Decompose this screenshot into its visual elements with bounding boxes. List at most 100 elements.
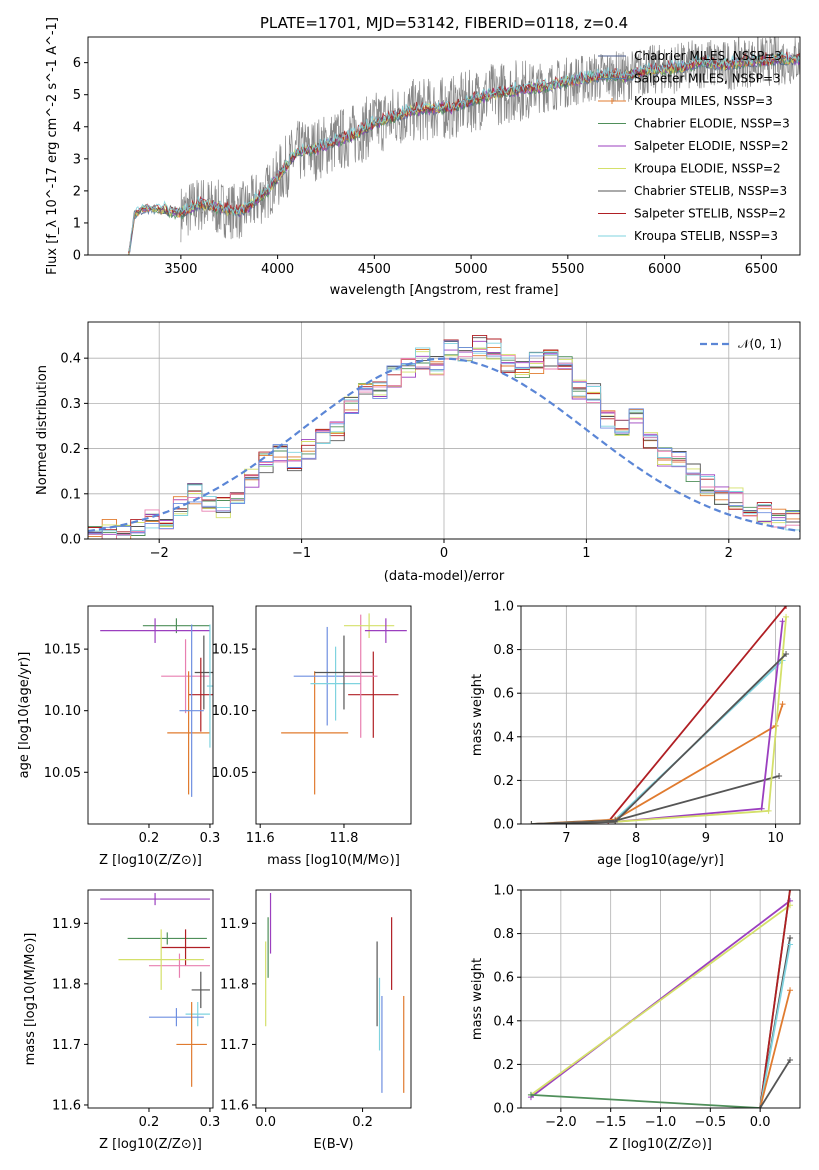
plot-area bbox=[265, 893, 405, 1093]
y-tick-label: 11.6 bbox=[220, 1098, 249, 1113]
data-point-marker bbox=[787, 890, 794, 893]
y-tick-label: 0.8 bbox=[493, 927, 514, 942]
y-tick-label: 0.2 bbox=[493, 1058, 514, 1073]
x-tick-label: −2.0 bbox=[545, 1115, 577, 1130]
x-tick-label: 0 bbox=[440, 546, 448, 561]
x-tick-label: 6500 bbox=[745, 262, 778, 277]
y-tick-label: 6 bbox=[73, 56, 81, 71]
plot-area bbox=[128, 37, 800, 255]
mass-weight-line bbox=[531, 616, 787, 824]
data-point-marker bbox=[787, 987, 794, 994]
histogram-step-line bbox=[88, 340, 800, 539]
x-tick-label: 0.3 bbox=[200, 1115, 221, 1130]
y-tick-label: 10.05 bbox=[212, 766, 249, 781]
x-tick-label: −2 bbox=[150, 546, 169, 561]
legend-label: Salpeter ELODIE, NSSP=2 bbox=[634, 139, 789, 153]
x-tick-label: 0.2 bbox=[139, 1115, 160, 1130]
legend-label: Salpeter STELIB, NSSP=2 bbox=[634, 207, 786, 221]
x-tick-label: 0.2 bbox=[139, 831, 160, 846]
model-spectrum-line bbox=[128, 59, 800, 255]
mass-weight-line bbox=[759, 944, 791, 1108]
x-tick-label: −0.5 bbox=[695, 1115, 727, 1130]
y-tick-label: 1.0 bbox=[493, 600, 514, 615]
x-tick-label: 8 bbox=[632, 831, 640, 846]
y-tick-label: 0.0 bbox=[493, 1102, 514, 1117]
y-tick-label: 0.1 bbox=[60, 487, 81, 502]
data-point-marker bbox=[779, 701, 786, 708]
x-tick-label: 1 bbox=[582, 546, 590, 561]
y-axis-label: mass [log10(M/M⊙)] bbox=[23, 933, 38, 1066]
x-tick-label: 5500 bbox=[551, 262, 584, 277]
y-tick-label: 1.0 bbox=[493, 884, 514, 899]
y-tick-label: 11.6 bbox=[52, 1098, 81, 1113]
axes-frame bbox=[255, 889, 412, 1109]
x-tick-label: −1 bbox=[292, 546, 311, 561]
axes-frame bbox=[87, 36, 801, 256]
y-axis-label: Flux [f_λ 10^-17 erg cm^-2 s^-1 A^-1] bbox=[45, 17, 60, 275]
x-axis-label: (data-model)/error bbox=[384, 569, 505, 584]
legend-label: Kroupa ELODIE, NSSP=2 bbox=[634, 162, 781, 176]
x-tick-label: 6000 bbox=[648, 262, 681, 277]
mass-weight-line bbox=[759, 890, 791, 1108]
y-tick-label: 11.9 bbox=[220, 917, 249, 932]
y-tick-label: 0.4 bbox=[493, 730, 514, 745]
model-spectrum-line bbox=[128, 51, 800, 252]
legend-label: Kroupa MILES, NSSP=3 bbox=[634, 94, 773, 108]
y-axis-label: mass weight bbox=[470, 958, 485, 1040]
y-tick-label: 5 bbox=[73, 88, 81, 103]
legend-label: Chabrier MILES, NSSP=3 bbox=[634, 49, 782, 63]
y-tick-label: 0.2 bbox=[60, 442, 81, 457]
x-tick-label: 0.3 bbox=[200, 831, 221, 846]
data-point-marker bbox=[787, 941, 794, 948]
y-tick-label: 0.0 bbox=[493, 818, 514, 833]
plot-area bbox=[100, 893, 210, 1087]
chart-title: PLATE=1701, MJD=53142, FIBERID=0118, z=0… bbox=[260, 14, 628, 32]
x-tick-label: 10 bbox=[767, 831, 784, 846]
data-point-marker bbox=[783, 613, 790, 620]
mass-weight-line bbox=[531, 606, 787, 824]
axes-frame bbox=[87, 889, 214, 1109]
plot-area bbox=[528, 606, 790, 824]
legend-label: 𝒩(0, 1) bbox=[738, 337, 782, 351]
mass-weight-line bbox=[759, 990, 791, 1108]
y-tick-label: 2 bbox=[73, 184, 81, 199]
y-tick-label: 0 bbox=[73, 249, 81, 264]
x-tick-label: 5000 bbox=[455, 262, 488, 277]
data-point-marker bbox=[757, 1105, 764, 1108]
x-tick-label: 0.0 bbox=[255, 1115, 276, 1130]
y-tick-label: 0.8 bbox=[493, 643, 514, 658]
mass-weight-line bbox=[531, 653, 787, 824]
y-axis-label: age [log10(age/yr)] bbox=[17, 652, 32, 779]
x-tick-label: 7 bbox=[562, 831, 570, 846]
y-tick-label: 10.15 bbox=[212, 643, 249, 658]
data-point-marker bbox=[528, 821, 535, 824]
legend-label: Chabrier ELODIE, NSSP=3 bbox=[634, 117, 790, 131]
y-tick-label: 10.10 bbox=[44, 704, 81, 719]
y-axis-label: mass weight bbox=[470, 674, 485, 756]
x-tick-label: 4500 bbox=[358, 262, 391, 277]
x-axis-label: age [log10(age/yr)] bbox=[597, 853, 724, 868]
x-tick-label: 11.8 bbox=[329, 831, 358, 846]
x-tick-label: 0.2 bbox=[352, 1115, 373, 1130]
mass-weight-line bbox=[759, 1059, 791, 1108]
x-axis-label: Z [log10(Z/Z⊙)] bbox=[99, 1137, 202, 1152]
x-axis-label: Z [log10(Z/Z⊙)] bbox=[609, 1137, 712, 1152]
data-point-marker bbox=[776, 773, 783, 780]
plot-area bbox=[100, 618, 213, 797]
y-tick-label: 10.05 bbox=[44, 766, 81, 781]
axes-frame bbox=[255, 605, 412, 825]
x-tick-label: −1.5 bbox=[595, 1115, 627, 1130]
axes-frame bbox=[87, 321, 801, 540]
x-tick-label: 9 bbox=[702, 831, 710, 846]
y-tick-label: 10.15 bbox=[44, 643, 81, 658]
legend-label: Kroupa STELIB, NSSP=3 bbox=[634, 229, 778, 243]
data-point-marker bbox=[783, 650, 790, 657]
data-point-marker bbox=[527, 1091, 534, 1098]
axes-frame bbox=[87, 605, 214, 825]
mass-weight-line bbox=[530, 904, 791, 1096]
y-tick-label: 0.4 bbox=[493, 1014, 514, 1029]
gaussian-curve bbox=[88, 357, 800, 533]
data-point-marker bbox=[765, 807, 772, 814]
data-point-marker bbox=[787, 1057, 794, 1064]
x-tick-label: 11.6 bbox=[246, 831, 275, 846]
